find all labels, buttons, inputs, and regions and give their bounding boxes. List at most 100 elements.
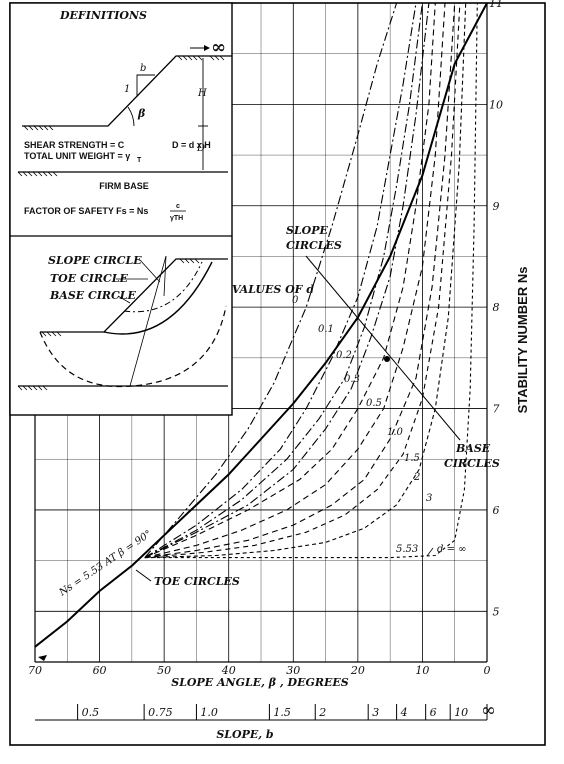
toe-circles-leader bbox=[135, 569, 152, 582]
d-infinity-leader bbox=[426, 547, 434, 557]
base-circle-curve bbox=[144, 2, 436, 559]
slope-base-leader bbox=[305, 255, 461, 441]
b-label: b bbox=[140, 63, 146, 74]
definitions-title: DEFINITIONS bbox=[59, 9, 147, 22]
x2-tick-label: 10 bbox=[454, 706, 468, 719]
x2-tick-label: 1.0 bbox=[200, 706, 218, 719]
base-circle-curve bbox=[144, 2, 467, 559]
fs-numerator: c bbox=[176, 203, 180, 210]
x2-tick-label: 2 bbox=[318, 706, 326, 719]
toe-circle-label: TOE CIRCLE bbox=[50, 272, 129, 285]
definitions-inset: DEFINITIONS b 1 β ∞ H D SHEAR STRENGTH =… bbox=[9, 2, 233, 416]
x-axis-label: SLOPE ANGLE, β , DEGREES bbox=[171, 676, 349, 689]
base-curve-label: 0 bbox=[292, 295, 299, 306]
x-tick-label: 50 bbox=[157, 664, 171, 677]
x-tick-label: 40 bbox=[221, 664, 236, 677]
slope-circle-arc bbox=[123, 261, 203, 313]
top-arrow-head bbox=[204, 45, 210, 51]
d-label: D bbox=[196, 143, 205, 154]
x2-tick-label: ∞ bbox=[481, 700, 496, 721]
slope-circles-label-1: SLOPE bbox=[286, 224, 329, 237]
curves bbox=[34, 2, 488, 648]
x2-tick-label: 6 bbox=[430, 706, 437, 719]
base-curve-label: 1.5 bbox=[404, 453, 420, 464]
h-label: H bbox=[197, 88, 207, 99]
unit-weight-text: TOTAL UNIT WEIGHT = γ bbox=[24, 151, 130, 161]
x2-axis-label: SLOPE, b bbox=[216, 728, 274, 741]
base-circles-label-2: CIRCLES bbox=[444, 457, 500, 470]
y-tick-label: 11 bbox=[489, 0, 503, 10]
slope-triangle bbox=[136, 74, 155, 97]
slope-circle-curve bbox=[34, 2, 488, 648]
hatch-top bbox=[177, 55, 225, 61]
base-curve-label: 0.2 bbox=[336, 350, 352, 361]
base-circle-curve bbox=[144, 2, 398, 558]
base-curve-label: 1.0 bbox=[387, 427, 404, 438]
x2-tick-label: 1.5 bbox=[273, 706, 291, 719]
fs-denominator: γTH bbox=[170, 215, 183, 222]
slope-circle-leader bbox=[139, 259, 161, 283]
y-tick-label: 6 bbox=[493, 504, 500, 517]
base-circle-curve bbox=[144, 2, 423, 559]
base-curve-label: 3 bbox=[426, 493, 432, 504]
toe-circles-label: TOE CIRCLES bbox=[154, 575, 240, 588]
firm-base-label: FIRM BASE bbox=[99, 181, 149, 191]
base-circle-arc bbox=[39, 305, 227, 388]
x-tick-label: 60 bbox=[93, 664, 107, 677]
x-tick-label: 20 bbox=[350, 664, 365, 677]
y-tick-label: 10 bbox=[489, 98, 503, 111]
base-circle-leader bbox=[117, 295, 131, 304]
y-tick-label: 8 bbox=[493, 301, 500, 314]
hatch-2-base bbox=[17, 385, 48, 391]
base-circles-label-1: BASE bbox=[455, 442, 491, 455]
radius-2 bbox=[163, 255, 167, 297]
y-tick-label: 7 bbox=[493, 403, 500, 416]
slope-circles-label-2: CIRCLES bbox=[286, 239, 342, 252]
base-circle-label: BASE CIRCLE bbox=[49, 289, 137, 302]
x2-tick-label: 0.75 bbox=[148, 706, 173, 719]
intersection-dot bbox=[384, 356, 390, 362]
value-553-label: 5.53 bbox=[396, 544, 418, 555]
y-tick-label: 5 bbox=[493, 605, 500, 618]
slope-axis: 0.5 0.75 1.0 1.5 2 3 4 6 10 ∞ bbox=[35, 700, 496, 721]
x2-tick-label: 0.5 bbox=[82, 706, 100, 719]
beta-arc bbox=[127, 106, 135, 127]
ns-553-label: Ns = 5.53 AT β = 90° bbox=[57, 529, 154, 600]
fs-text: FACTOR OF SAFETY Fs = Ns bbox=[24, 206, 148, 216]
x2-tick-label: 4 bbox=[400, 706, 408, 719]
slope-profile-2 bbox=[40, 258, 228, 333]
radius-1 bbox=[129, 255, 167, 387]
base-curve-label: 2 bbox=[413, 472, 420, 483]
infinity-label: ∞ bbox=[211, 37, 226, 58]
hatch-base bbox=[17, 171, 58, 177]
toe-circle-arc bbox=[103, 261, 213, 335]
base-circle-curve bbox=[144, 2, 478, 559]
values-of-d-label: VALUES OF d bbox=[232, 283, 314, 296]
y-axis-label: STABILITY NUMBER Ns bbox=[515, 267, 530, 414]
x2-tick-label: 3 bbox=[372, 706, 379, 719]
slope-circle-label: SLOPE CIRCLE bbox=[48, 254, 142, 267]
gamma-sub: T bbox=[137, 157, 142, 164]
left-arrow bbox=[38, 655, 47, 661]
x-tick-label: 70 bbox=[28, 664, 42, 677]
shear-strength-text: SHEAR STRENGTH = C bbox=[24, 140, 125, 150]
hatch-2-top bbox=[179, 258, 200, 264]
x-tick-label: 10 bbox=[415, 664, 429, 677]
one-label: 1 bbox=[124, 84, 130, 95]
hatch-toe bbox=[23, 125, 54, 131]
base-circle-curve bbox=[144, 2, 461, 559]
y-tick-label: 9 bbox=[493, 200, 500, 213]
x-tick-label: 30 bbox=[286, 664, 300, 677]
beta-label: β bbox=[137, 107, 146, 120]
hatch-2-toe bbox=[41, 331, 62, 337]
base-circle-curve bbox=[144, 2, 430, 559]
d-infinity-label: d = ∞ bbox=[437, 544, 466, 555]
base-circle-curve bbox=[144, 2, 446, 559]
x-tick-label: 0 bbox=[484, 664, 491, 677]
base-curve-label: 0.3 bbox=[344, 374, 360, 385]
base-curve-label: 0.5 bbox=[366, 398, 382, 409]
base-circle-curve bbox=[144, 2, 417, 559]
d-eq-text: D = d x H bbox=[172, 140, 211, 150]
